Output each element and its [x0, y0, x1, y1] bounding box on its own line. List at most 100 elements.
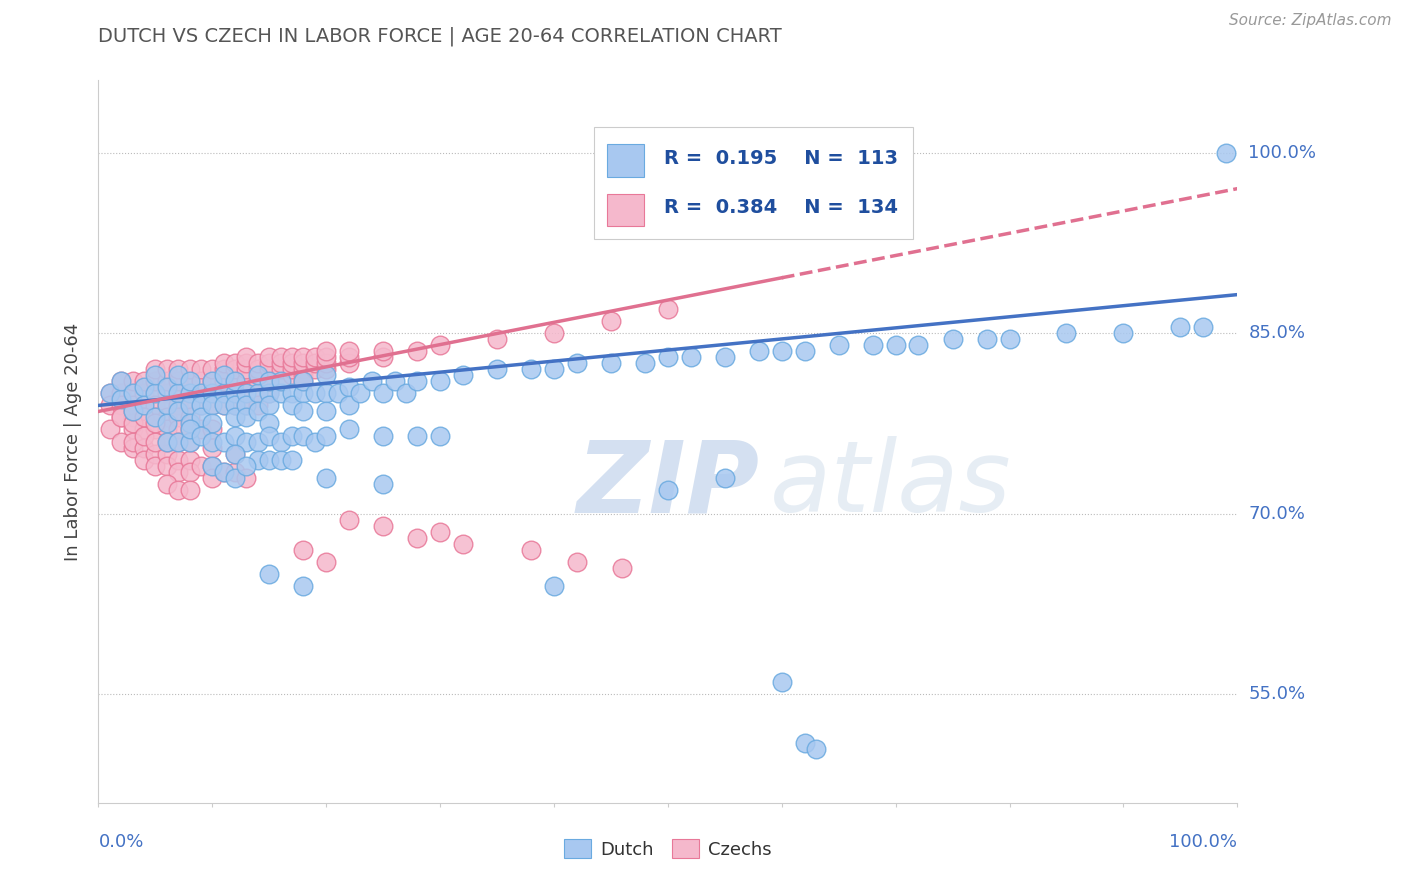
Point [304, 362, 326, 376]
Point [201, 374, 224, 388]
Point [190, 458, 212, 473]
Point [156, 374, 179, 388]
Point [304, 386, 326, 401]
Point [167, 434, 190, 449]
Point [212, 386, 235, 401]
Point [145, 446, 167, 460]
Point [1170, 320, 1192, 334]
Point [1192, 320, 1215, 334]
Point [804, 741, 827, 756]
Point [224, 465, 246, 479]
Point [315, 344, 337, 359]
Point [371, 519, 394, 533]
Point [770, 675, 793, 690]
Point [145, 410, 167, 425]
Point [657, 301, 679, 317]
Point [246, 356, 269, 370]
Point [326, 386, 349, 401]
Point [714, 351, 737, 365]
Point [520, 362, 543, 376]
Point [98, 386, 121, 401]
Point [179, 398, 201, 412]
Point [235, 386, 257, 401]
Point [212, 356, 235, 370]
Point [167, 483, 190, 497]
Point [349, 386, 371, 401]
Point [270, 362, 292, 376]
Point [259, 452, 281, 467]
Point [292, 351, 315, 365]
Point [145, 362, 167, 376]
Point [156, 398, 179, 412]
Point [145, 423, 167, 437]
Point [770, 344, 793, 359]
Point [292, 428, 315, 442]
Point [145, 410, 167, 425]
Point [235, 351, 257, 365]
Point [167, 374, 190, 388]
Point [98, 423, 121, 437]
Point [167, 410, 190, 425]
Point [270, 434, 292, 449]
Point [224, 410, 246, 425]
Point [235, 434, 257, 449]
Point [520, 542, 543, 557]
Point [110, 374, 132, 388]
Point [156, 476, 179, 491]
Point [998, 332, 1021, 346]
Point [565, 555, 588, 569]
Point [337, 351, 360, 365]
Point [600, 356, 623, 370]
Point [145, 417, 167, 431]
Text: 100.0%: 100.0% [1249, 144, 1316, 161]
Point [224, 386, 246, 401]
Text: R =  0.195    N =  113: R = 0.195 N = 113 [665, 149, 898, 168]
Text: 100.0%: 100.0% [1170, 833, 1237, 851]
Point [315, 428, 337, 442]
Point [179, 410, 201, 425]
Point [201, 458, 224, 473]
Point [292, 356, 315, 370]
Point [190, 398, 212, 412]
Point [201, 398, 224, 412]
Point [190, 398, 212, 412]
Point [156, 380, 179, 394]
Point [167, 386, 190, 401]
Point [246, 386, 269, 401]
Point [429, 524, 451, 539]
Point [371, 344, 394, 359]
Point [259, 567, 281, 582]
Text: 85.0%: 85.0% [1249, 324, 1305, 343]
Point [201, 374, 224, 388]
Point [190, 423, 212, 437]
Point [406, 344, 429, 359]
Point [793, 735, 815, 749]
Point [371, 386, 394, 401]
Text: atlas: atlas [770, 436, 1012, 533]
Point [224, 428, 246, 442]
Point [270, 452, 292, 467]
Point [201, 423, 224, 437]
Point [259, 417, 281, 431]
Point [224, 386, 246, 401]
Point [1112, 326, 1135, 341]
Point [110, 410, 132, 425]
Point [132, 386, 155, 401]
Point [212, 362, 235, 376]
Point [201, 398, 224, 412]
Point [121, 441, 143, 455]
Point [315, 362, 337, 376]
Point [145, 398, 167, 412]
Point [246, 368, 269, 383]
Point [224, 471, 246, 485]
Text: DUTCH VS CZECH IN LABOR FORCE | AGE 20-64 CORRELATION CHART: DUTCH VS CZECH IN LABOR FORCE | AGE 20-6… [98, 27, 782, 46]
Point [281, 351, 304, 365]
Point [156, 458, 179, 473]
Point [121, 404, 143, 418]
Point [304, 356, 326, 370]
Point [156, 398, 179, 412]
Point [212, 465, 235, 479]
Point [132, 410, 155, 425]
Point [201, 458, 224, 473]
Point [132, 452, 155, 467]
